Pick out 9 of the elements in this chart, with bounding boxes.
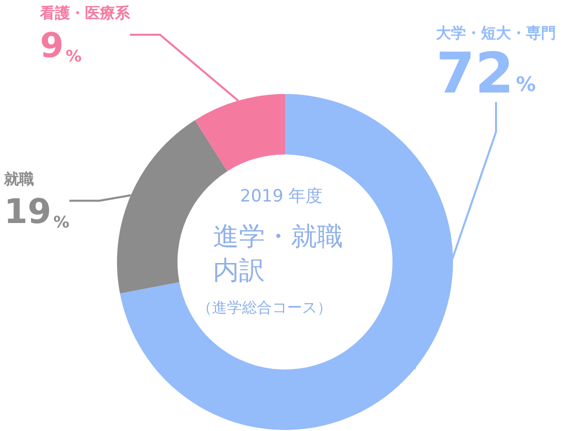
data-label: 9%	[40, 26, 82, 66]
slice-label: 就職	[3, 170, 34, 188]
text: （進学総合コース）	[197, 298, 332, 316]
text: 進学・就職内訳	[213, 222, 343, 286]
text: 2019 年度	[240, 186, 323, 206]
data-label: 19%	[4, 192, 70, 232]
slice-label: 大学・短大・専門	[436, 24, 556, 42]
data-label: 72%	[436, 42, 536, 106]
slice-label: 看護・医療系	[39, 4, 131, 22]
